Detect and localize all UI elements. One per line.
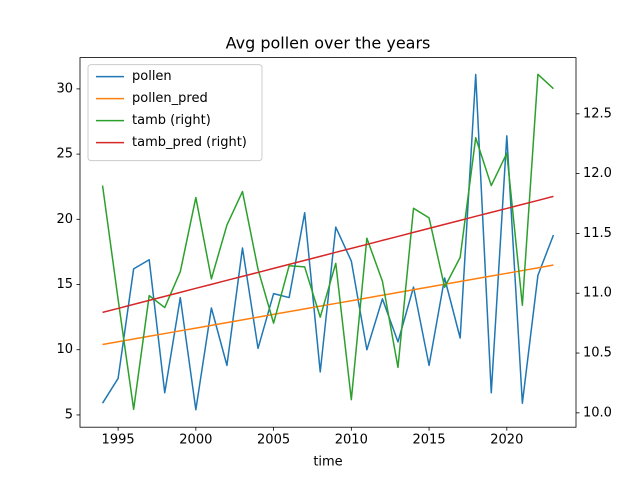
x-tick-label: 2010 <box>335 433 368 448</box>
x-tick-label: 2005 <box>257 433 290 448</box>
y-tick-label: 20 <box>56 212 73 227</box>
y-tick-label: 25 <box>56 147 73 162</box>
x-tick-label: 2020 <box>490 433 523 448</box>
y2-tick-label: 12.0 <box>583 166 612 181</box>
legend-box <box>87 64 263 162</box>
y2-tick-label: 10.5 <box>583 346 612 361</box>
y2-tick-label: 11.0 <box>583 286 612 301</box>
y2-tick-label: 10.0 <box>583 405 612 420</box>
legend-label: pollen_pred <box>132 91 208 106</box>
plot-frame <box>79 57 577 428</box>
data-line <box>101 73 554 411</box>
data-line <box>102 264 554 346</box>
y2-tick-label: 11.5 <box>583 226 612 241</box>
x-tick-label: 1995 <box>102 433 135 448</box>
data-line <box>102 195 554 314</box>
chart-title: Avg pollen over the years <box>226 34 431 53</box>
y-tick-label: 5 <box>65 407 73 422</box>
data-line <box>101 73 555 411</box>
y2-tick-label: 12.5 <box>583 106 612 121</box>
y-tick-label: 30 <box>56 81 73 96</box>
y-tick-label: 10 <box>56 342 73 357</box>
x-tick-label: 2000 <box>179 433 212 448</box>
y-tick-label: 15 <box>56 277 73 292</box>
legend-label: tamb_pred (right) <box>132 135 247 150</box>
x-tick-label: 2015 <box>413 433 446 448</box>
legend-label: tamb (right) <box>132 113 211 128</box>
x-axis-label: time <box>313 455 342 470</box>
legend-label: pollen <box>132 69 172 84</box>
